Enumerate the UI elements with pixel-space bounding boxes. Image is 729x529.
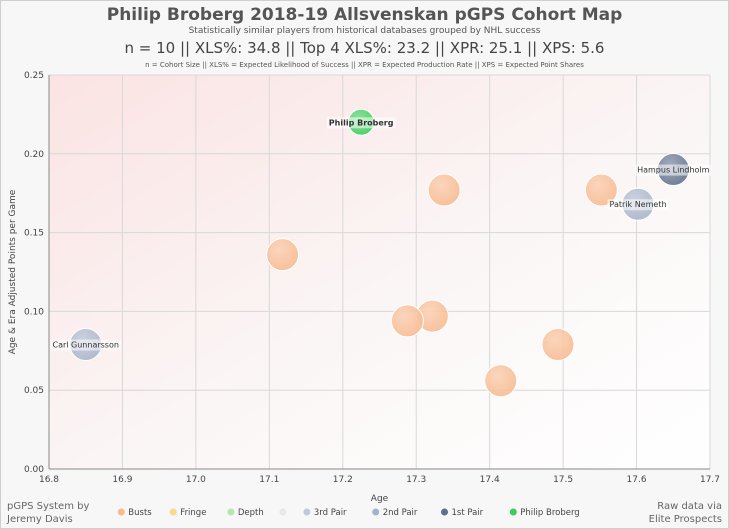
legend-swatch xyxy=(509,508,517,516)
legend-swatch xyxy=(372,508,380,516)
y-tick-label: 0.05 xyxy=(24,386,44,396)
player-label: Philip Broberg xyxy=(329,118,394,127)
legend-swatch xyxy=(169,508,177,516)
y-tick-label: 0.15 xyxy=(24,229,44,239)
plot-area xyxy=(49,75,710,469)
player-label-bg xyxy=(50,339,121,351)
player-label-bg xyxy=(607,199,669,211)
abbreviation-note: n = Cohort Size || XLS% = Expected Likel… xyxy=(145,61,584,69)
legend-swatch xyxy=(303,508,311,516)
legend-label: 1st Pair xyxy=(452,508,484,518)
cohort-stats: n = 10 || XLS%: 34.8 || Top 4 XLS%: 23.2… xyxy=(124,39,605,57)
y-tick-label: 0.20 xyxy=(24,150,44,160)
x-tick-label: 17.2 xyxy=(333,475,353,485)
x-tick-label: 17.4 xyxy=(480,475,500,485)
player-label: Hampus Lindholm xyxy=(637,166,710,175)
point-busts-shade xyxy=(428,174,461,207)
player-label-bg xyxy=(326,117,396,129)
point-busts-shade xyxy=(585,174,618,207)
point-busts-shade xyxy=(541,328,574,361)
legend-swatch xyxy=(441,508,448,516)
legend-label: Fringe xyxy=(180,508,206,518)
credit-system-line2: Jeremy Davis xyxy=(7,514,73,525)
x-tick-label: 17.0 xyxy=(186,475,206,485)
x-axis-label: Age xyxy=(371,494,389,504)
legend-label: 3rd Pair xyxy=(314,508,347,518)
legend-label: 2nd Pair xyxy=(383,508,418,518)
x-tick-label: 17.1 xyxy=(259,475,279,485)
chart-title: Philip Broberg 2018-19 Allsvenskan pGPS … xyxy=(106,5,623,25)
point-busts-shade xyxy=(416,300,449,333)
legend-label: Philip Broberg xyxy=(520,508,579,518)
x-tick-label: 17.3 xyxy=(406,475,426,485)
y-tick-label: 0.00 xyxy=(24,465,44,475)
credit-system: pGPS System by Jeremy Davis xyxy=(7,500,127,526)
point-busts-shade xyxy=(391,304,424,337)
x-tick-label: 17.6 xyxy=(627,475,647,485)
legend-swatch xyxy=(117,508,125,516)
y-tick-label: 0.10 xyxy=(24,307,44,317)
legend-swatch xyxy=(279,508,287,516)
point-busts-shade xyxy=(266,238,299,271)
x-tick-label: 16.9 xyxy=(112,475,132,485)
credit-data-line2: Elite Prospects xyxy=(648,514,722,525)
player-label-bg xyxy=(635,164,712,176)
x-tick-label: 16.8 xyxy=(39,475,59,485)
x-tick-label: 17.7 xyxy=(700,475,720,485)
x-tick-label: 17.5 xyxy=(553,475,573,485)
chart-subtitle: Statistically similar players from histo… xyxy=(188,26,541,36)
legend-label: Busts xyxy=(128,508,152,518)
player-label: Carl Gunnarsson xyxy=(52,340,118,349)
legend-swatch xyxy=(227,508,235,516)
credit-data-source: Raw data via Elite Prospects xyxy=(602,500,722,526)
y-axis-label: Age & Era Adjusted Points per Game xyxy=(8,189,18,354)
credit-data-line1: Raw data via xyxy=(657,501,722,512)
credit-system-line1: pGPS System by xyxy=(7,501,90,512)
player-label: Patrik Nemeth xyxy=(610,200,667,209)
y-tick-label: 0.25 xyxy=(24,71,44,81)
point-busts-shade xyxy=(484,364,517,397)
legend-label: Depth xyxy=(238,508,264,518)
